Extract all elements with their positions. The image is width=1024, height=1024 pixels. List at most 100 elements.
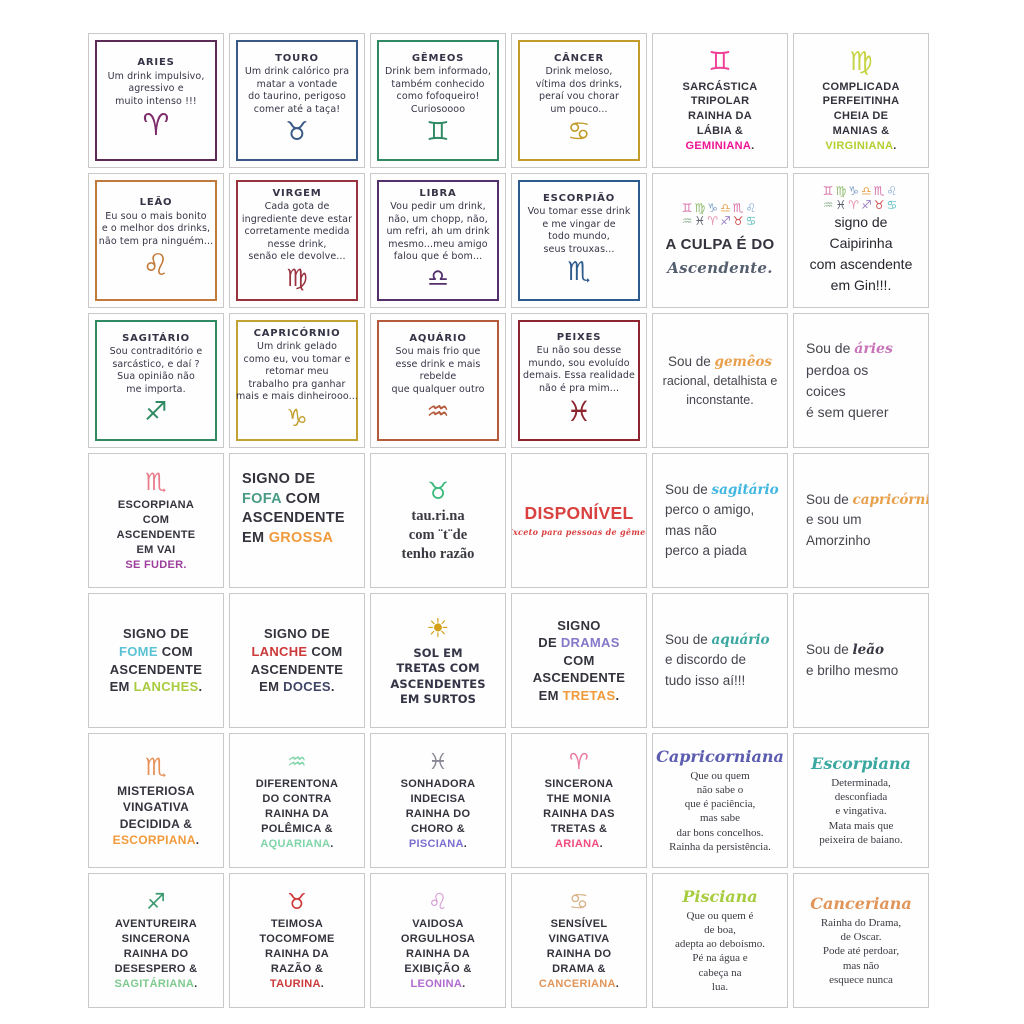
zodiac-icon-row: ♒♓♈♐♉♋ [823,197,900,212]
text-segment: ARIES [137,57,175,69]
text-segment: agressivo e [128,83,184,95]
card-content: ♉ TEIMOSA TOCOMFOME RAINHA DA RAZÃO & TAURINA… [230,889,364,991]
zodiac-icon: ♏ [873,184,887,199]
text-segment: EM [109,679,134,695]
text-segment: Mata mais que [828,819,894,832]
text-segment: PEIXES [556,332,602,344]
card-text-line: VIRGINIANA. [825,139,896,154]
card-inner-frame [95,40,217,161]
card-culpa-ascendente: ♊♍♑♎♏♌ ♒♓♈♐♉♋ A CULPA É DO Ascendente. [652,173,788,308]
card-text-line: EM GROSSA [242,529,333,549]
card-text-line: corretamente medida [244,226,349,239]
card-text-line: Vou pedir um drink, [390,201,485,214]
card-content: CAPRICÓRNIO Um drink gelado como eu, vou t… [230,327,364,434]
card-fofa-grossa: SIGNO DE FOFA COM ASCENDENTE EM GROSSA [229,453,365,588]
card-text-line: não, um chopp, não, [388,214,488,227]
card-text-line: EM VAI [137,543,176,558]
card-text-line: TRIPOLAR [691,94,750,109]
text-segment: RAINHA DA [687,110,752,123]
text-segment: EXIBIÇÃO & [404,962,472,975]
card-text-line: THE MONIA [547,792,611,807]
zodiac-icon: ♓ [835,197,849,212]
card-text-line: não tem pra ninguém... [99,236,213,249]
text-segment: sarcástico, e daí ? [112,358,200,370]
text-segment: não, um chopp, não, [388,213,488,225]
text-segment: retomar meu [265,366,329,378]
text-segment: tudo isso aí!!! [665,672,746,688]
zodiac-icon-row: ♊♍♑♎♏♌ [823,184,900,199]
text-segment: SINCERONA [544,778,614,791]
card-text-line: ingrediente deve estar [242,214,352,227]
gemini-icon: ♊ [426,116,450,147]
card-content: Escorpiana Determinada, desconfiada e vinga… [794,754,928,847]
text-segment: LIBRA [419,187,457,199]
card-text-line: mas não [665,521,717,541]
card-text-line: com ¨t¨de [409,526,467,545]
card-text-line: TAURINA. [270,977,324,992]
text-segment: Sou de [806,492,853,508]
text-segment: gemêos [714,353,773,370]
text-segment: RAINHA DAS [543,808,615,821]
card-content: ♍ COMPLICADA PERFEITINHA CHEIA DE MANIAS & VI… [794,47,928,154]
card-content: Capricorniana Que ou quem não sabe o que é … [653,747,787,855]
text-segment: tau.ri.na [411,508,465,525]
text-segment: como fofoqueiro! [396,91,480,103]
zodiac-icon: ♈ [707,214,720,229]
text-segment: Escorpiana [811,753,911,773]
card-text-line: ASCENDENTE [242,509,345,529]
card-text-line: SINCERONA [545,777,614,792]
card-text-line: sarcástico, e daí ? [112,359,199,372]
card-text-line: demais. Essa realidade [523,370,635,383]
text-segment: . [751,139,755,152]
card-text-line: TRETAS & [551,822,608,837]
text-segment: não é pra mim... [538,382,620,394]
card-text-line: racional, detalhista e [663,372,778,391]
card-text-line: Um drink impulsivo, [108,71,205,84]
zodiac-icon: ♉ [873,197,887,212]
card-text-line: VINGATIVA [549,932,610,947]
text-segment: ASCENDENTES [390,676,486,691]
zodiac-icon: ♐ [861,197,874,212]
taurus-icon: ♉ [286,890,308,916]
card-content: ♌ VAIDOSA ORGULHOSA RAINHA DA EXIBIÇÃO & LEON… [371,889,505,991]
aquarius-icon: ♒ [286,750,308,776]
card-text-line: e me vingar de [542,219,615,232]
card-content: LEÃO Eu sou o mais bonito e o melhor dos d… [89,196,223,284]
card-text-line: TOCOMFOME [259,932,334,947]
text-segment: Cada gota de [264,201,330,213]
text-segment: . [599,837,603,850]
zodiac-icon: ♌ [745,200,759,215]
card-text-line: peraí vou chorar [539,91,619,104]
text-segment: nesse drink, [267,238,327,250]
text-segment: peixeira de baiano. [819,833,903,846]
card-text-line: do taurino, perigoso [248,91,346,104]
card-cancer-drink: CÂNCER Drink meloso, vítima dos drinks, per… [511,33,647,168]
card-text-line: RAINHA DO [547,947,612,962]
card-inner-frame [518,320,640,441]
card-text-line: RAINHA DA [265,947,329,962]
text-segment: . [195,832,200,847]
libra-icon: ♎ [427,263,449,292]
card-text-line: Que ou quem é [687,909,754,923]
zodiac-icon: ♋ [886,197,900,212]
text-segment: RAINHA DA [264,948,329,961]
text-segment: SIGNO DE [264,626,330,642]
card-title: TOURO [275,52,319,65]
text-segment: FOME [119,643,158,659]
text-segment: TOCOMFOME [259,933,335,946]
text-segment: RAINHA DA [405,948,470,961]
card-text-line: GEMINIANA. [685,139,754,154]
card-text-line: SIGNO [557,617,600,635]
card-text-line: Eu sou o mais bonito [105,211,206,224]
card-text-line: me importa. [126,384,185,397]
text-segment: TEIMOSA [270,918,324,931]
card-title: PEIXES [557,331,601,344]
card-text-line: Sou de aquário [665,630,770,650]
text-segment: Canceriana [810,893,912,913]
card-text-line: CHORO & [411,822,465,837]
card-text-line: Determinada, [831,776,891,790]
card-text-line: Rainha do Drama, [821,916,901,930]
card-text-line: EM LANCHES. [110,678,203,696]
card-text-line: adepta ao deboísmo. [675,937,765,951]
card-text-line: SINCERONA [122,932,191,947]
